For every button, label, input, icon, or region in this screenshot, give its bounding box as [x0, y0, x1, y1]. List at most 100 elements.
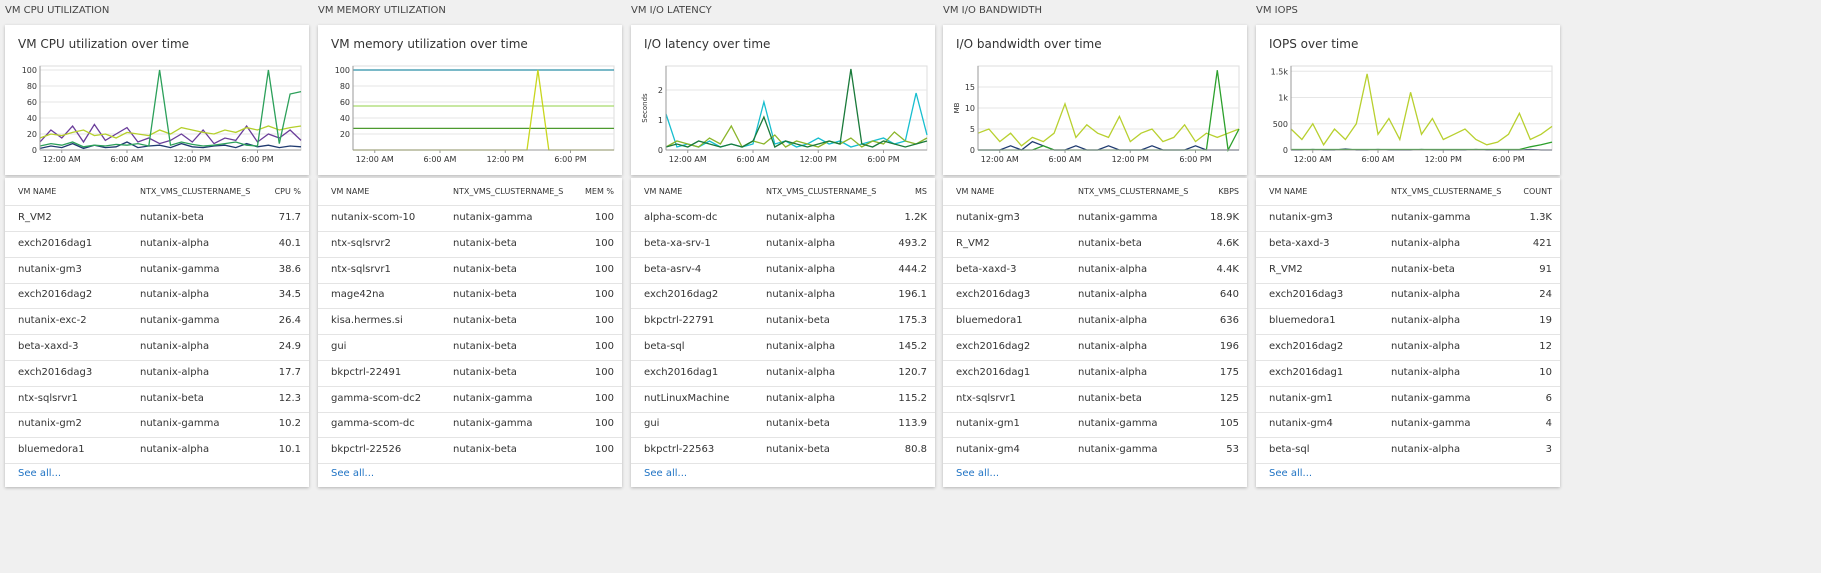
vm-name: nutanix-gm2 — [18, 418, 82, 430]
metric-value: 10 — [1539, 366, 1552, 378]
x-tick-label: 12:00 PM — [1425, 155, 1462, 164]
vm-name: exch2016dag2 — [18, 289, 93, 301]
cluster-name: nutanix-beta — [453, 366, 517, 378]
row-divider — [1256, 231, 1560, 232]
vm-name: exch2016dag2 — [956, 341, 1031, 352]
cluster-name: nutanix-beta — [453, 263, 517, 275]
row-divider — [318, 411, 622, 413]
cluster-name: nutanix-alpha — [1391, 315, 1461, 327]
metric-value: 17.7 — [278, 366, 301, 378]
vm-name: beta-xaxd-3 — [18, 341, 79, 352]
vm-name: exch2016dag1 — [18, 237, 93, 249]
cluster-name: nutanix-beta — [453, 444, 517, 456]
plot-area — [352, 65, 615, 151]
row-divider — [943, 205, 1247, 206]
metric-value: 100 — [594, 444, 614, 456]
series-line — [39, 125, 302, 139]
row-divider — [318, 205, 622, 206]
chart-card: I/O latency over time 0 1 2 12:00 AM 6:00 AM 1… — [631, 25, 935, 175]
x-tick-label: 12:00 AM — [669, 155, 707, 164]
metric-value: 10.2 — [278, 418, 301, 430]
vm-name: bkpctrl-22491 — [331, 366, 402, 378]
vm-name: beta-xa-srv-1 — [644, 237, 711, 249]
y-tick-label: 2 — [658, 86, 663, 95]
row-divider — [631, 463, 935, 465]
vm-name: gui — [331, 341, 347, 352]
chart: 20 40 60 80 100 12:00 AM 6:00 AM 12:00 PM 6:00 P… — [335, 65, 615, 164]
metric-value: 196.1 — [898, 289, 927, 301]
row-divider — [318, 360, 622, 361]
vm-name: beta-sql — [644, 341, 685, 352]
cluster-name: nutanix-beta — [1078, 392, 1142, 404]
chart-title: I/O latency over time — [644, 37, 771, 51]
metric-value: 80.8 — [904, 444, 927, 456]
x-tick-label: 6:00 AM — [1049, 155, 1082, 164]
y-tick-label: 20 — [27, 130, 37, 139]
x-tick-label: 12:00 AM — [356, 155, 394, 164]
cluster-name: nutanix-gamma — [140, 418, 220, 430]
metric-value: 100 — [594, 341, 614, 352]
see-all-link[interactable]: See all... — [956, 468, 1000, 479]
x-tick-label: 12:00 PM — [1112, 155, 1149, 164]
see-all-link[interactable]: See all... — [331, 468, 375, 479]
x-tick-label: 12:00 PM — [800, 155, 837, 164]
column-header: MEM % — [584, 187, 614, 196]
plot-area — [39, 65, 302, 151]
section-title: VM MEMORY UTILIZATION — [318, 5, 446, 16]
vm-name: nutLinuxMachine — [644, 392, 730, 404]
metric-value: 4.4K — [1216, 263, 1239, 275]
metric-value: 444.2 — [898, 263, 927, 275]
chart-card: VM memory utilization over time 20 40 60 80 1… — [318, 25, 622, 175]
row-divider — [943, 256, 1247, 258]
metric-value: 38.6 — [278, 263, 301, 275]
column-header: VM NAME — [1269, 187, 1308, 196]
vm-name: nutanix-gm1 — [1269, 392, 1333, 404]
cluster-name: nutanix-gamma — [1078, 418, 1158, 430]
metric-value: 640 — [1219, 289, 1239, 301]
vm-name: exch2016dag1 — [956, 366, 1031, 378]
row-divider — [631, 282, 935, 284]
vm-name: R_VM2 — [956, 237, 990, 249]
metric-value: 105 — [1219, 418, 1239, 430]
y-tick-label: 0 — [1283, 146, 1288, 155]
cluster-name: nutanix-alpha — [766, 289, 836, 301]
metric-value: 100 — [594, 237, 614, 249]
row-divider — [943, 411, 1247, 413]
row-divider — [631, 231, 935, 232]
cluster-name: nutanix-gamma — [1078, 444, 1158, 456]
vm-name: nutanix-gm3 — [1269, 212, 1333, 223]
metric-value: 4.6K — [1216, 237, 1239, 249]
metric-value: 125 — [1219, 392, 1239, 404]
chart: 0 20 40 60 80 100 12:00 AM 6:00 AM 12:00 PM 6:00 … — [22, 65, 302, 164]
row-divider — [318, 463, 622, 465]
see-all-link[interactable]: See all... — [18, 468, 62, 479]
column-header: VM NAME — [18, 187, 57, 196]
cluster-name: nutanix-alpha — [1391, 289, 1461, 301]
series-line — [665, 68, 928, 148]
cluster-name: nutanix-alpha — [140, 289, 210, 301]
vm-name: bkpctrl-22791 — [644, 315, 715, 327]
cluster-name: nutanix-alpha — [140, 341, 210, 352]
row-divider — [5, 231, 309, 232]
x-tick-label: 12:00 PM — [487, 155, 524, 164]
vm-name: nutanix-gm4 — [1269, 418, 1333, 430]
cluster-name: nutanix-gamma — [1391, 418, 1471, 430]
metric-value: 10.1 — [278, 444, 301, 456]
row-divider — [943, 231, 1247, 232]
table-card: VM NAME NTX_VMS_CLUSTERNAME_S MS alpha-scom… — [631, 178, 935, 487]
cluster-name: nutanix-beta — [453, 341, 517, 352]
y-tick-label: 100 — [335, 66, 350, 75]
row-divider — [5, 205, 309, 206]
vm-name: R_VM2 — [1269, 263, 1303, 275]
cluster-name: nutanix-gamma — [453, 418, 533, 430]
cluster-name: nutanix-alpha — [1078, 289, 1148, 301]
row-divider — [318, 308, 622, 310]
table-card: VM NAME NTX_VMS_CLUSTERNAME_S KBPS nutanix-… — [943, 178, 1247, 487]
y-tick-label: 80 — [340, 82, 350, 91]
metric-value: 6 — [1545, 392, 1552, 404]
see-all-link[interactable]: See all... — [644, 468, 688, 479]
section-title: VM IOPS — [1256, 5, 1298, 16]
see-all-link[interactable]: See all... — [1269, 468, 1313, 479]
cluster-name: nutanix-alpha — [1078, 315, 1148, 327]
vm-name: nutanix-gm3 — [956, 212, 1020, 223]
